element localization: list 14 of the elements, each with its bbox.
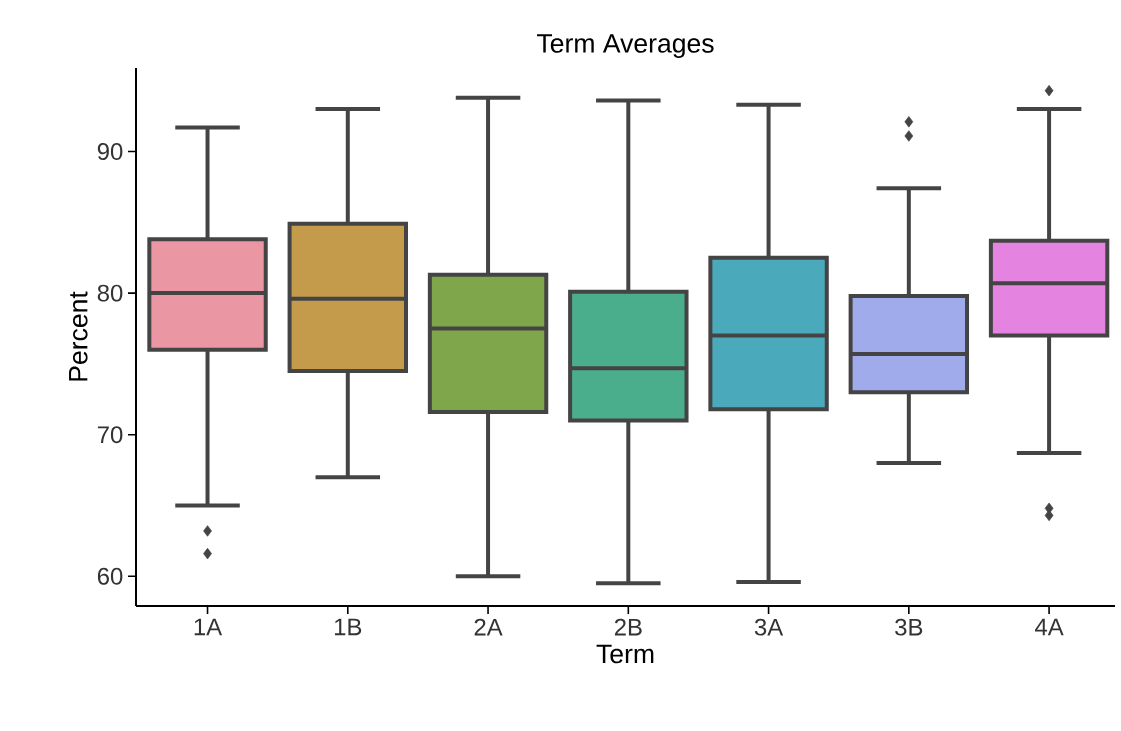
x-axis-title: Term (596, 644, 654, 664)
x-tick-label: 1B (334, 618, 362, 636)
y-axis-title: Percent (69, 291, 88, 381)
y-tick-label: 80 (97, 284, 123, 302)
x-tick-label: 3B (895, 618, 923, 636)
x-tick-label: 2A (474, 618, 503, 636)
y-tick-label: 70 (97, 426, 123, 444)
x-tick-label: 4A (1035, 618, 1064, 636)
chart-title: Term Averages (537, 34, 714, 59)
y-tick-label: 60 (97, 567, 123, 585)
x-tick-label: 1A (194, 618, 223, 636)
x-tick-label: 3A (754, 618, 784, 636)
y-tick-label: 90 (97, 143, 123, 160)
x-tick-label: 2B (614, 618, 642, 636)
